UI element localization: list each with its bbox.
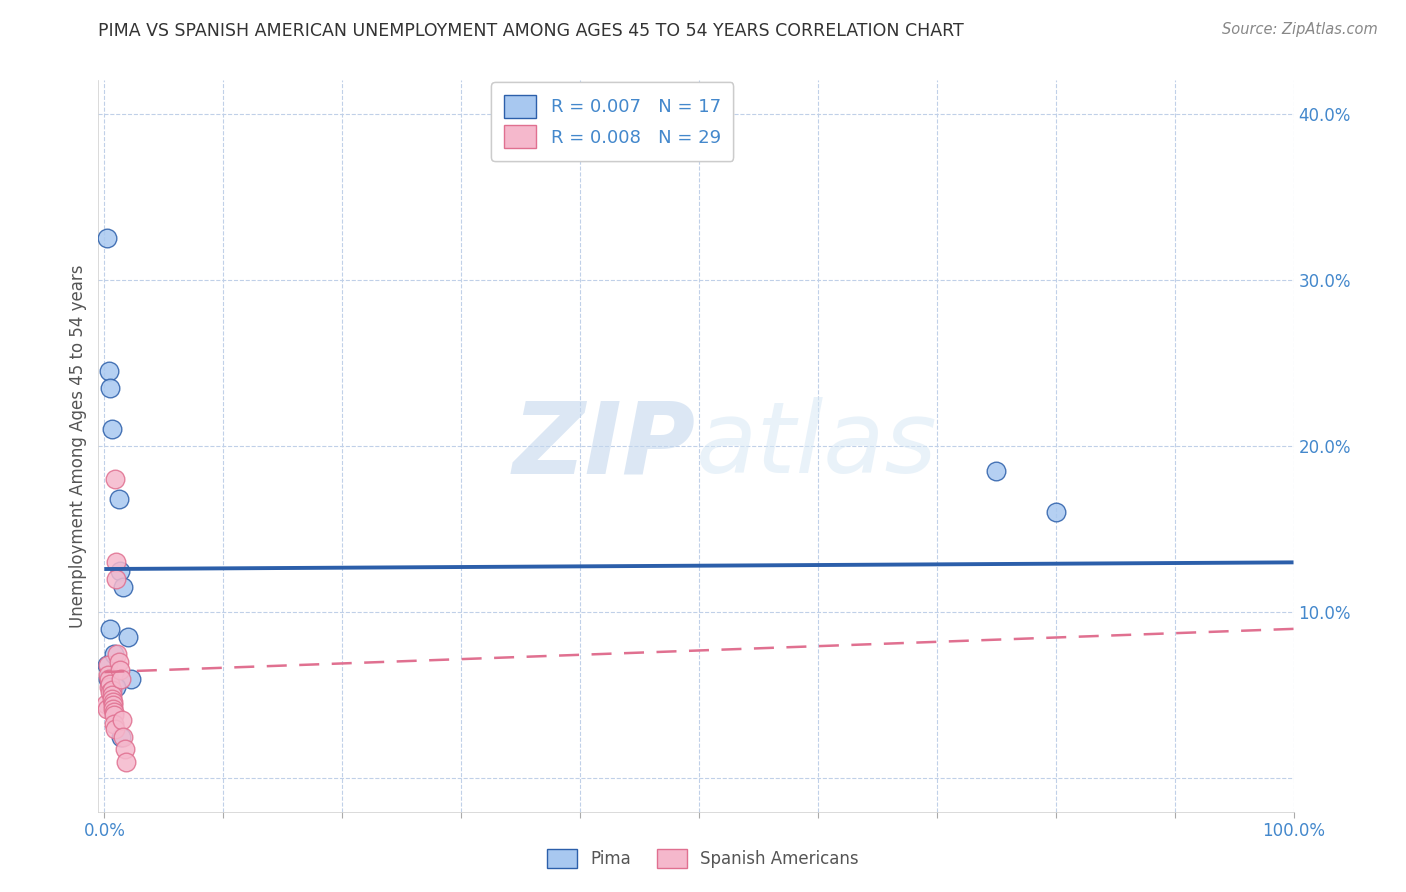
- Point: [96, 701, 118, 715]
- Point: [110, 730, 132, 744]
- Text: atlas: atlas: [696, 398, 938, 494]
- Point: [105, 680, 128, 694]
- Point: [108, 664, 131, 678]
- Point: [100, 689, 122, 703]
- Point: [108, 564, 131, 578]
- Y-axis label: Unemployment Among Ages 45 to 54 years: Unemployment Among Ages 45 to 54 years: [69, 264, 87, 628]
- Point: [98, 672, 121, 686]
- Point: [101, 698, 124, 713]
- Point: [986, 464, 1008, 478]
- Point: [105, 555, 128, 569]
- Point: [112, 730, 135, 744]
- Point: [107, 647, 129, 661]
- Point: [103, 647, 125, 661]
- Legend: Pima, Spanish Americans: Pima, Spanish Americans: [541, 842, 865, 875]
- Point: [98, 364, 121, 378]
- Point: [98, 676, 121, 690]
- Point: [98, 381, 121, 395]
- Point: [120, 672, 142, 686]
- Point: [103, 708, 125, 723]
- Point: [101, 695, 124, 709]
- Point: [100, 683, 122, 698]
- Text: Source: ZipAtlas.com: Source: ZipAtlas.com: [1222, 22, 1378, 37]
- Point: [111, 714, 134, 728]
- Point: [97, 672, 120, 686]
- Point: [107, 492, 129, 507]
- Point: [98, 622, 121, 636]
- Point: [103, 705, 125, 719]
- Legend: R = 0.007   N = 17, R = 0.008   N = 29: R = 0.007 N = 17, R = 0.008 N = 29: [491, 82, 734, 161]
- Point: [98, 680, 121, 694]
- Point: [112, 580, 135, 594]
- Point: [100, 691, 122, 706]
- Point: [117, 630, 139, 644]
- Point: [96, 658, 118, 673]
- Point: [1045, 506, 1067, 520]
- Text: PIMA VS SPANISH AMERICAN UNEMPLOYMENT AMONG AGES 45 TO 54 YEARS CORRELATION CHAR: PIMA VS SPANISH AMERICAN UNEMPLOYMENT AM…: [98, 22, 965, 40]
- Point: [97, 658, 120, 673]
- Point: [105, 572, 128, 586]
- Point: [104, 722, 127, 736]
- Point: [114, 755, 136, 769]
- Point: [110, 672, 132, 686]
- Point: [94, 697, 117, 711]
- Point: [101, 701, 124, 715]
- Point: [114, 741, 136, 756]
- Point: [100, 422, 122, 436]
- Text: ZIP: ZIP: [513, 398, 696, 494]
- Point: [97, 668, 120, 682]
- Point: [96, 231, 118, 245]
- Point: [104, 472, 127, 486]
- Point: [98, 685, 121, 699]
- Point: [103, 716, 125, 731]
- Point: [107, 655, 129, 669]
